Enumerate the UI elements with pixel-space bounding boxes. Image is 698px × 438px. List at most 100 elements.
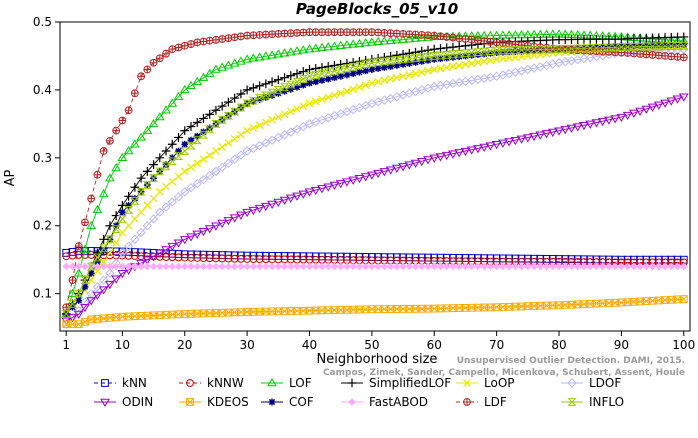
data-point xyxy=(193,132,201,140)
data-point xyxy=(298,45,309,54)
data-point xyxy=(616,43,626,52)
data-point xyxy=(398,163,408,172)
data-point xyxy=(273,75,283,85)
data-point xyxy=(348,39,359,48)
legend-item-ldf: LDF xyxy=(456,395,507,409)
data-point xyxy=(205,125,215,134)
data-point xyxy=(380,64,388,71)
data-point xyxy=(168,262,177,271)
data-point xyxy=(497,139,508,148)
data-point xyxy=(323,68,333,77)
data-point xyxy=(268,307,276,316)
data-point xyxy=(311,306,320,315)
data-point xyxy=(249,307,258,316)
legend-marker xyxy=(186,398,194,406)
data-point xyxy=(174,172,183,181)
data-point xyxy=(374,77,382,86)
data-point xyxy=(155,262,164,271)
data-point xyxy=(243,255,252,263)
series-odin xyxy=(61,93,689,326)
data-point xyxy=(74,305,84,316)
data-point xyxy=(293,105,301,113)
data-point xyxy=(92,204,103,214)
data-point xyxy=(142,221,153,231)
data-point xyxy=(124,251,133,260)
data-point xyxy=(111,275,122,284)
x-tick-label: 80 xyxy=(551,338,566,352)
data-point xyxy=(555,262,563,271)
data-point xyxy=(554,45,564,54)
data-point xyxy=(480,37,489,45)
data-point xyxy=(118,251,127,260)
data-point xyxy=(436,44,445,53)
data-point xyxy=(393,262,401,271)
legend-label: kNNW xyxy=(207,376,244,390)
x-tick-label: 50 xyxy=(364,338,379,352)
data-point xyxy=(212,309,220,317)
data-point xyxy=(647,103,658,112)
data-point xyxy=(68,247,77,256)
legend-label: LOF xyxy=(289,376,312,390)
data-point xyxy=(462,52,469,60)
data-point xyxy=(130,196,140,205)
data-point xyxy=(148,118,159,128)
data-point xyxy=(624,42,632,50)
data-point xyxy=(187,262,195,271)
data-point xyxy=(118,312,127,321)
data-point xyxy=(112,313,121,322)
series-ldof xyxy=(61,44,689,329)
data-point xyxy=(530,47,538,54)
data-point xyxy=(317,185,327,194)
data-point xyxy=(336,89,345,98)
data-point xyxy=(598,299,607,308)
data-point xyxy=(130,252,139,260)
data-point xyxy=(62,252,71,261)
data-point xyxy=(212,254,220,263)
data-point xyxy=(491,141,502,150)
data-point xyxy=(105,173,115,182)
legend-item-cof: COF xyxy=(261,395,314,409)
data-point xyxy=(274,113,283,121)
legend-item-kdeos: KDEOS xyxy=(179,395,249,409)
data-point xyxy=(199,155,208,164)
data-point xyxy=(268,115,276,124)
data-point xyxy=(523,254,532,263)
data-point xyxy=(641,42,651,51)
x-tick-label: 30 xyxy=(239,338,254,352)
data-point xyxy=(74,262,83,271)
data-point xyxy=(368,66,376,73)
data-point xyxy=(423,156,433,165)
data-point xyxy=(217,115,227,124)
data-point xyxy=(180,187,190,197)
data-point xyxy=(305,99,314,108)
data-point xyxy=(261,118,270,127)
data-point xyxy=(262,93,270,101)
data-point xyxy=(523,302,532,311)
data-point xyxy=(567,262,576,271)
data-point xyxy=(498,46,508,55)
data-point xyxy=(168,45,177,54)
data-point xyxy=(292,69,302,79)
data-point xyxy=(449,304,457,313)
data-point xyxy=(622,111,633,121)
data-point xyxy=(330,91,339,100)
data-point xyxy=(179,236,190,245)
legend-label: COF xyxy=(289,395,314,409)
data-point xyxy=(536,262,545,271)
data-point xyxy=(517,302,526,311)
data-point xyxy=(305,252,314,261)
data-point xyxy=(480,50,488,58)
data-point xyxy=(199,262,208,271)
data-point xyxy=(93,262,102,271)
data-point xyxy=(236,211,246,220)
data-point xyxy=(405,262,414,271)
data-point xyxy=(386,262,395,271)
data-point xyxy=(331,74,338,82)
data-point xyxy=(161,105,171,114)
legend-label: LoOP xyxy=(484,376,515,390)
data-point xyxy=(68,276,77,284)
legend-label: KDEOS xyxy=(207,395,249,409)
data-point xyxy=(142,125,153,134)
data-point xyxy=(218,143,227,151)
data-point xyxy=(329,41,340,50)
